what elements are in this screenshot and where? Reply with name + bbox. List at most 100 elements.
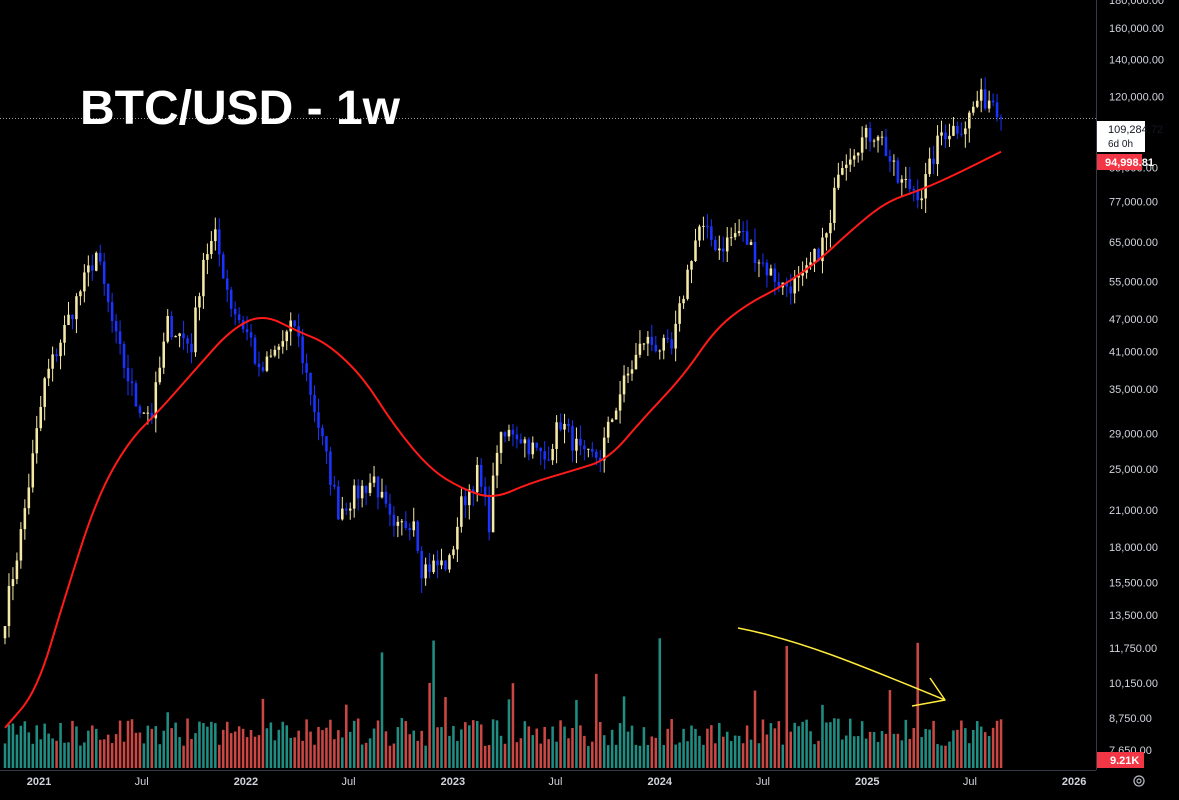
candle-body	[670, 339, 673, 349]
volume-bar	[797, 726, 800, 768]
price-tick-label: 65,000.00	[1109, 237, 1158, 249]
gear-icon[interactable]	[1133, 775, 1145, 787]
candle-body	[686, 269, 689, 299]
volume-bar	[944, 745, 947, 768]
candle-body	[952, 125, 955, 136]
volume-bar	[202, 723, 205, 768]
candle-body	[396, 521, 400, 526]
time-axis[interactable]: 2021 Jul 2022 Jul 2023 Jul 2024 Jul 2025 Jul 2026	[0, 770, 1096, 789]
candle-body	[940, 132, 943, 136]
candle-body	[975, 100, 979, 107]
time-tick-label: Jul	[548, 776, 562, 788]
price-tick-label: 55,000.00	[1109, 277, 1158, 289]
volume-bar	[43, 723, 46, 768]
price-tick-label: 13,500.00	[1109, 610, 1158, 622]
candle-body	[392, 514, 396, 526]
volume-bar	[876, 741, 880, 768]
candle-body	[698, 226, 701, 241]
candle-body	[745, 231, 749, 245]
volume-bar	[166, 712, 169, 768]
volume-bar	[868, 731, 872, 768]
candle-body	[198, 296, 201, 308]
candle-body	[206, 254, 209, 260]
volume-bar	[864, 738, 868, 768]
candle-body	[233, 308, 237, 315]
candle-body	[166, 316, 169, 342]
candle-body	[27, 487, 31, 509]
candle-body	[154, 382, 158, 419]
candle-body	[551, 449, 554, 461]
volume-bar	[658, 638, 662, 768]
candle-body	[178, 333, 181, 337]
volume-bar	[725, 731, 729, 768]
candle-body	[356, 485, 360, 499]
volume-bar	[19, 725, 23, 768]
volume-bar	[975, 721, 979, 768]
volume-bar	[995, 720, 999, 768]
candle-body	[793, 277, 796, 294]
price-tick-label: 120,000.00	[1109, 91, 1164, 103]
candle-body	[936, 135, 939, 165]
volume-bar	[277, 729, 281, 768]
candle-body	[432, 560, 435, 573]
candle-body	[519, 439, 523, 444]
candle-body	[694, 240, 697, 262]
volume-bar	[829, 722, 832, 768]
candle-body	[983, 89, 987, 109]
candle-body	[571, 425, 574, 451]
volume-bar	[71, 720, 74, 768]
volume-bar	[150, 728, 154, 768]
volume-bar	[587, 745, 590, 768]
candle-body	[98, 252, 102, 262]
volume-bar	[162, 730, 166, 768]
candle-body	[372, 476, 376, 483]
candle-body	[634, 354, 638, 370]
volume-bar	[753, 690, 757, 768]
price-tick-label: 18,000.00	[1109, 542, 1158, 554]
volume-bar	[237, 726, 241, 768]
volume-bar	[563, 726, 566, 768]
candle-body	[289, 320, 292, 332]
candle-body	[221, 254, 225, 279]
volume-bar	[971, 730, 975, 768]
candle-body	[916, 190, 919, 201]
candle-body	[75, 296, 78, 320]
candle-body	[856, 152, 860, 156]
candle-body	[63, 325, 66, 343]
volume-bar	[384, 731, 388, 768]
candle-body	[539, 447, 542, 452]
volume-value: 9.21K	[1110, 755, 1139, 767]
price-axis[interactable]: 180,000.00 160,000.00 140,000.00 120,000.00…	[1096, 0, 1165, 770]
candle-body	[43, 378, 46, 407]
volume-bar	[511, 683, 515, 768]
candle-body	[595, 451, 598, 458]
volume-bar	[825, 722, 828, 768]
candle-body	[702, 225, 705, 227]
volume-bar	[729, 741, 733, 768]
volume-bar	[547, 739, 550, 768]
volume-bar	[666, 728, 669, 768]
candle-countdown: 6d 0h	[1108, 139, 1133, 150]
candle-body	[424, 564, 427, 579]
candle-body	[710, 226, 713, 240]
candle-body	[690, 261, 693, 270]
volume-bar	[845, 735, 848, 768]
candle-body	[102, 261, 106, 284]
candle-body	[348, 508, 352, 511]
time-tick-label: 2025	[855, 776, 879, 788]
volume-bar	[428, 682, 431, 768]
volume-bar	[614, 744, 618, 768]
candle-body	[130, 381, 134, 384]
volume-bar	[928, 729, 931, 768]
volume-bar	[833, 718, 836, 768]
candle-body	[428, 564, 431, 573]
volume-bar	[583, 735, 586, 768]
volume-bar	[416, 740, 419, 768]
candle-body	[110, 302, 114, 321]
volume-bar	[7, 724, 11, 768]
candle-body	[714, 239, 717, 251]
volume-bar	[595, 673, 598, 768]
volume-bar	[452, 725, 455, 768]
